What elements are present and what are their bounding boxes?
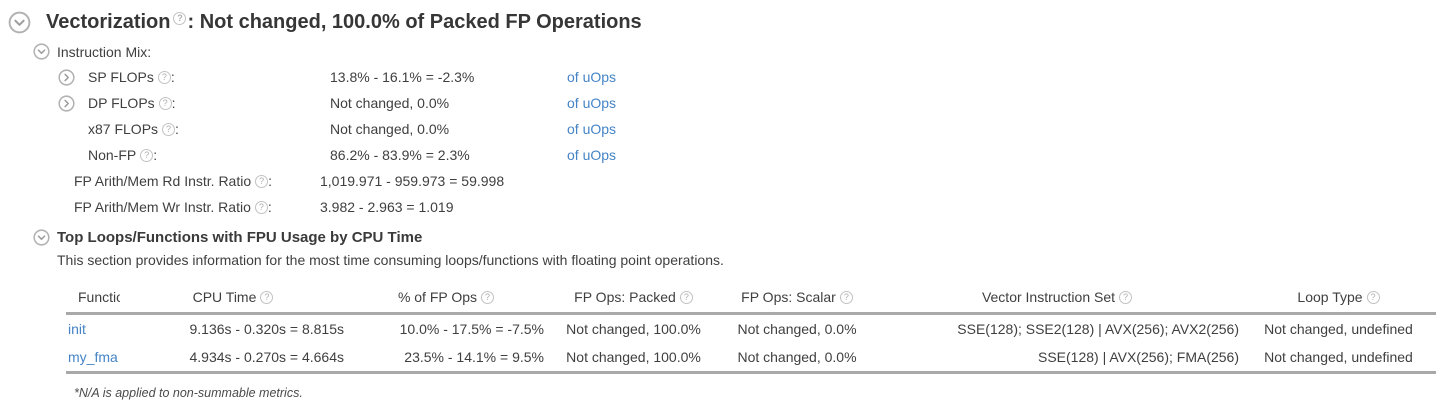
col-header-cpu-time: CPU Time? [120,284,346,314]
function-link[interactable]: init [68,321,86,337]
table-row: init 9.136s - 0.320s = 8.815s 10.0% - 17… [66,314,1436,344]
cell-fp-ops-packed: Not changed, 100.0% [566,349,701,365]
collapse-chevron-down-icon[interactable] [33,229,50,246]
help-icon[interactable]: ? [173,12,187,25]
expand-chevron-right-icon[interactable] [58,94,75,112]
cell-vector-instruction-set: SSE(128); SSE2(128) | AVX(256); AVX2(256… [957,321,1239,337]
top-loops-header: Top Loops/Functions with FPU Usage by CP… [33,229,1442,246]
fpu-usage-table: Function CPU Time? % of FP Ops? FP Ops: … [66,284,1436,374]
cell-function: init [66,314,120,344]
cell-fp-ops-scalar: Not changed, 0.0% [737,349,857,365]
table-header-row: Function CPU Time? % of FP Ops? FP Ops: … [66,284,1436,314]
function-link[interactable]: my_fma [68,349,118,365]
ratio-value: 3.982 - 2.963 = 1.019 [320,199,454,215]
cell-cpu-time: 4.934s - 0.270s = 4.664s [189,349,345,365]
collapse-chevron-down-icon[interactable] [33,43,50,60]
mix-label: x87 FLOPs?: [88,121,179,137]
of-uops-link[interactable]: of uOps [567,121,617,137]
mix-value: 86.2% - 83.9% = 2.3% [330,147,470,163]
help-icon[interactable]: ? [255,175,269,188]
col-header-loop-type: Loop Type? [1241,284,1436,314]
ratio-row-mem-rd: FP Arith/Mem Rd Instr. Ratio?: 1,019.971… [0,168,1442,194]
mix-row-sp-flops: SP FLOPs?: 13.8% - 16.1% = -2.3% of uOps [0,64,1442,90]
page-title: Vectorization?: Not changed, 100.0% of P… [46,11,642,34]
help-icon[interactable]: ? [254,201,268,214]
mix-label: Non-FP?: [88,147,158,163]
help-icon[interactable]: ? [1366,291,1380,304]
collapse-chevron-down-icon[interactable] [8,11,31,34]
cell-pct-fp-ops: 10.0% - 17.5% = -7.5% [399,321,544,337]
mix-value: Not changed, 0.0% [330,95,450,111]
of-uops-link[interactable]: of uOps [567,147,617,163]
instruction-mix-header: Instruction Mix: [33,43,1442,60]
col-header-pct-fp-ops: % of FP Ops? [346,284,546,314]
mix-row-x87-flops: x87 FLOPs?: Not changed, 0.0% of uOps [0,116,1442,142]
mix-row-non-fp: Non-FP?: 86.2% - 83.9% = 2.3% of uOps [0,142,1442,168]
help-icon[interactable]: ? [679,291,693,304]
ratio-label: FP Arith/Mem Rd Instr. Ratio?: [74,173,273,189]
col-header-function: Function [78,289,120,305]
mix-value: Not changed, 0.0% [330,121,450,137]
help-icon[interactable]: ? [481,291,495,304]
page-title-suffix: : Not changed, 100.0% of Packed FP Opera… [187,11,642,33]
page-title-main: Vectorization [46,11,171,33]
col-header-fp-ops-packed: FP Ops: Packed? [546,284,721,314]
help-icon[interactable]: ? [839,291,853,304]
help-icon[interactable]: ? [140,149,154,162]
vectorization-header: Vectorization?: Not changed, 100.0% of P… [0,0,1442,34]
cell-vector-instruction-set: SSE(128) | AVX(256); FMA(256) [1037,349,1239,365]
expand-chevron-right-icon[interactable] [58,68,75,86]
cell-loop-type: Not changed, undefined [1264,321,1413,337]
top-loops-title: Top Loops/Functions with FPU Usage by CP… [57,229,423,246]
ratio-value: 1,019.971 - 959.973 = 59.998 [320,173,505,189]
mix-label: SP FLOPs?: [88,69,175,85]
cell-fp-ops-scalar: Not changed, 0.0% [737,321,857,337]
mix-value: 13.8% - 16.1% = -2.3% [330,69,475,85]
cell-function: my_fma [66,343,120,373]
help-icon[interactable]: ? [260,291,274,304]
cell-pct-fp-ops: 23.5% - 14.1% = 9.5% [404,349,544,365]
cell-loop-type: Not changed, undefined [1264,349,1413,365]
section-description: This section provides information for th… [57,252,724,268]
col-header-vector-instruction-set: Vector Instruction Set? [873,284,1241,314]
table-row: my_fma 4.934s - 0.270s = 4.664s 23.5% - … [66,343,1436,373]
help-icon[interactable]: ? [162,123,176,136]
ratio-row-mem-wr: FP Arith/Mem Wr Instr. Ratio?: 3.982 - 2… [0,194,1442,220]
ratio-label: FP Arith/Mem Wr Instr. Ratio?: [74,199,272,215]
help-icon[interactable]: ? [158,97,172,110]
help-icon[interactable]: ? [1119,291,1133,304]
cell-cpu-time: 9.136s - 0.320s = 8.815s [189,321,345,337]
of-uops-link[interactable]: of uOps [567,69,617,85]
help-icon[interactable]: ? [157,71,171,84]
cell-fp-ops-packed: Not changed, 100.0% [566,321,701,337]
mix-row-dp-flops: DP FLOPs?: Not changed, 0.0% of uOps [0,90,1442,116]
col-header-fp-ops-scalar: FP Ops: Scalar? [721,284,873,314]
of-uops-link[interactable]: of uOps [567,95,617,111]
table-footnote: *N/A is applied to non-summable metrics. [74,386,303,400]
mix-label: DP FLOPs?: [88,95,176,111]
instruction-mix-title: Instruction Mix: [57,43,152,60]
